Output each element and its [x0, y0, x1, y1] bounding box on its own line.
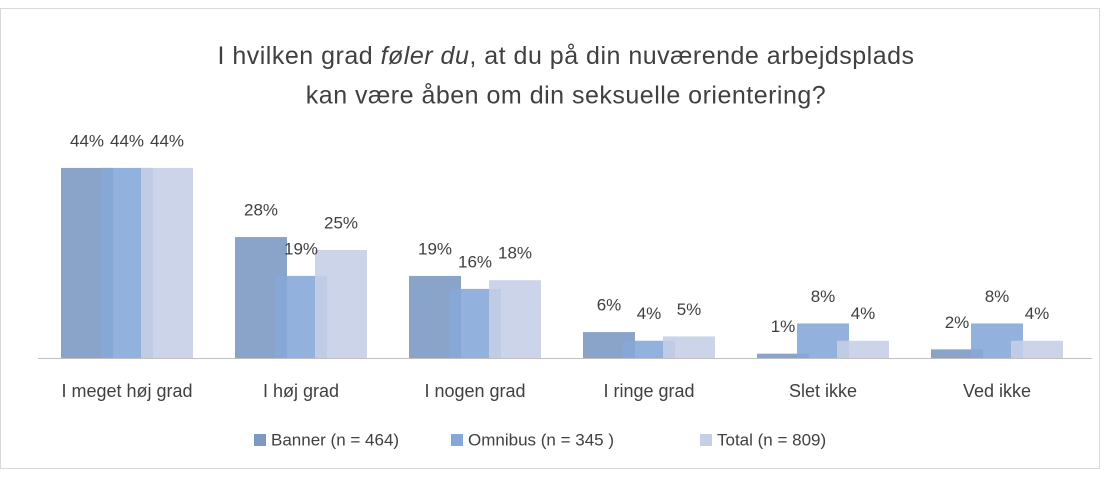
- data-label: 2%: [945, 313, 970, 332]
- title-part: , at du på din nuværende arbejdsplads: [469, 42, 914, 70]
- data-label: 16%: [458, 252, 492, 271]
- data-label: 1%: [771, 317, 796, 336]
- bar: [931, 349, 983, 358]
- x-tick-label: I høj grad: [263, 381, 339, 401]
- data-label: 4%: [637, 304, 662, 323]
- legend-swatch: [254, 434, 266, 446]
- x-tick-label: I ringe grad: [603, 381, 694, 401]
- data-label: 6%: [597, 296, 622, 315]
- x-tick-label: Slet ikke: [789, 381, 857, 401]
- title-part: I hvilken grad: [217, 42, 380, 70]
- x-tick-label: I meget høj grad: [61, 381, 192, 401]
- x-tick-label: Ved ikke: [963, 381, 1031, 401]
- data-label: 5%: [677, 300, 702, 319]
- legend-swatch: [700, 434, 712, 446]
- bar: [663, 336, 715, 358]
- data-label: 28%: [244, 201, 278, 220]
- legend-label: Banner (n = 464): [271, 430, 399, 449]
- bar: [1011, 340, 1063, 358]
- bar: [315, 250, 367, 358]
- x-tick-label: I nogen grad: [424, 381, 525, 401]
- data-label: 44%: [150, 131, 184, 150]
- bar: [489, 280, 541, 358]
- data-label: 44%: [110, 131, 144, 150]
- chart-title: I hvilken grad føler du, at du på din nu…: [217, 42, 914, 70]
- legend-label: Total (n = 809): [717, 430, 826, 449]
- title-emphasis: føler du: [381, 42, 470, 70]
- data-label: 44%: [70, 131, 104, 150]
- chart-title: kan være åben om din seksuelle orienteri…: [306, 82, 826, 110]
- data-label: 19%: [284, 239, 318, 258]
- legend-swatch: [451, 434, 463, 446]
- bar: [623, 340, 675, 358]
- data-label: 4%: [851, 304, 876, 323]
- data-label: 8%: [811, 287, 836, 306]
- data-label: 8%: [985, 287, 1010, 306]
- bar: [757, 353, 809, 358]
- data-label: 4%: [1025, 304, 1050, 323]
- legend-label: Omnibus (n = 345 ): [468, 430, 614, 449]
- bar: [141, 167, 193, 358]
- data-label: 25%: [324, 213, 358, 232]
- data-label: 18%: [498, 244, 532, 263]
- bar: [837, 340, 889, 358]
- data-label: 19%: [418, 239, 452, 258]
